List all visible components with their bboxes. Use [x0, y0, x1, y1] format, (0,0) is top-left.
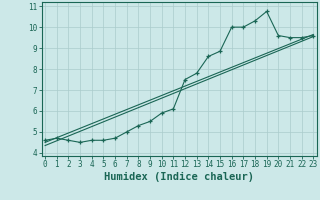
- X-axis label: Humidex (Indice chaleur): Humidex (Indice chaleur): [104, 172, 254, 182]
